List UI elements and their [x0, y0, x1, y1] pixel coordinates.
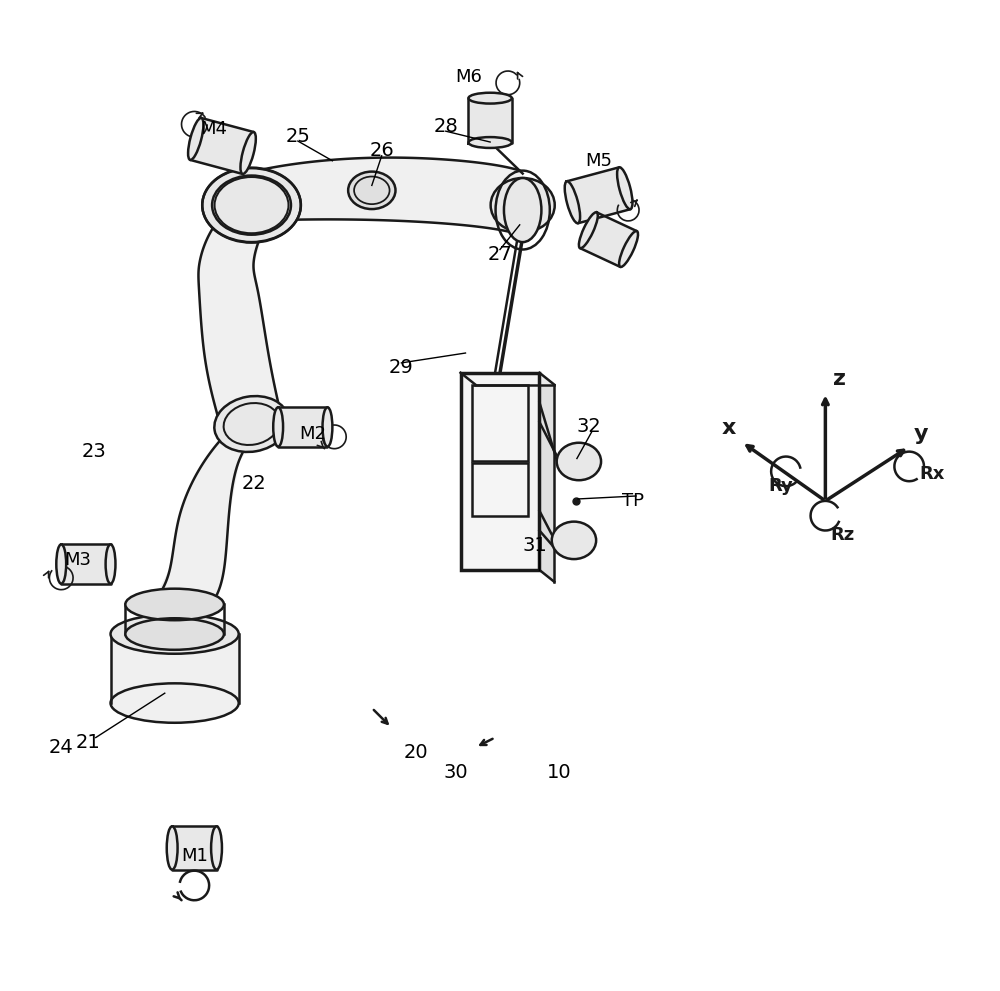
Text: 29: 29 [389, 359, 414, 378]
Polygon shape [61, 544, 111, 584]
Polygon shape [190, 118, 254, 174]
Ellipse shape [211, 826, 222, 870]
Ellipse shape [106, 544, 115, 584]
Polygon shape [145, 422, 278, 605]
Text: 10: 10 [547, 762, 571, 782]
Text: M2: M2 [299, 425, 326, 443]
Ellipse shape [348, 171, 395, 209]
Ellipse shape [212, 175, 291, 235]
Ellipse shape [167, 826, 178, 870]
Polygon shape [278, 407, 327, 447]
Text: Ry: Ry [768, 477, 793, 496]
Text: Rx: Rx [919, 465, 944, 484]
Ellipse shape [619, 231, 638, 267]
Text: M4: M4 [201, 120, 228, 138]
Polygon shape [539, 373, 554, 582]
Polygon shape [214, 158, 520, 235]
Ellipse shape [240, 132, 256, 174]
Text: 26: 26 [369, 142, 394, 161]
Ellipse shape [617, 167, 632, 209]
Ellipse shape [111, 614, 239, 654]
Polygon shape [461, 373, 554, 385]
Ellipse shape [111, 684, 239, 722]
Ellipse shape [56, 544, 66, 584]
Text: TP: TP [622, 492, 644, 510]
Text: y: y [914, 424, 929, 444]
Text: 23: 23 [81, 442, 106, 461]
Text: M6: M6 [455, 68, 482, 86]
Ellipse shape [579, 212, 598, 249]
Text: 24: 24 [49, 738, 74, 757]
Ellipse shape [552, 521, 596, 559]
Ellipse shape [125, 618, 224, 650]
Ellipse shape [323, 407, 332, 447]
Ellipse shape [468, 137, 512, 148]
Polygon shape [111, 634, 239, 703]
Text: x: x [722, 418, 736, 438]
Polygon shape [567, 167, 630, 223]
Ellipse shape [557, 443, 601, 481]
Ellipse shape [202, 167, 301, 243]
Ellipse shape [214, 396, 289, 452]
Text: z: z [833, 369, 846, 388]
Polygon shape [199, 205, 283, 424]
Text: M1: M1 [181, 847, 208, 865]
Ellipse shape [468, 93, 512, 104]
Ellipse shape [504, 178, 541, 242]
Text: 31: 31 [522, 536, 547, 555]
Ellipse shape [125, 589, 224, 620]
Text: 20: 20 [404, 743, 429, 762]
Text: 21: 21 [75, 733, 100, 752]
Text: M3: M3 [64, 551, 91, 569]
Text: 28: 28 [433, 117, 458, 136]
Text: 25: 25 [285, 127, 310, 146]
Polygon shape [172, 826, 217, 870]
Polygon shape [461, 373, 539, 570]
Ellipse shape [491, 178, 555, 232]
Text: Rz: Rz [830, 526, 855, 544]
Text: 32: 32 [576, 417, 601, 436]
Polygon shape [468, 98, 512, 143]
Ellipse shape [273, 407, 283, 447]
Ellipse shape [188, 118, 203, 160]
Polygon shape [580, 212, 637, 267]
Text: M5: M5 [585, 152, 612, 169]
Text: 22: 22 [241, 474, 266, 493]
Text: 30: 30 [443, 762, 468, 782]
Ellipse shape [565, 181, 580, 223]
Text: 27: 27 [488, 245, 512, 264]
